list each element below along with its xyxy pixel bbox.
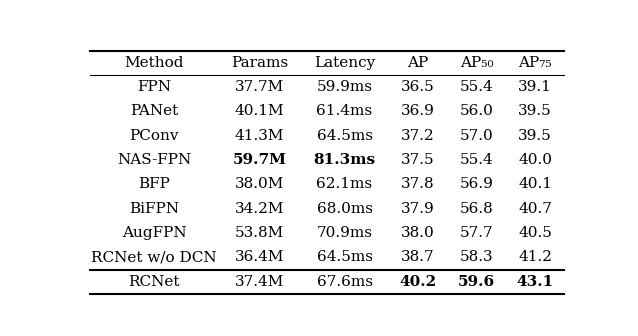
Text: 40.2: 40.2 <box>399 275 436 289</box>
Text: PConv: PConv <box>130 129 179 143</box>
Text: FPN: FPN <box>137 80 171 94</box>
Text: 37.8: 37.8 <box>401 177 434 192</box>
Text: 40.5: 40.5 <box>518 226 552 240</box>
Text: AP₅₀: AP₅₀ <box>459 56 493 70</box>
Text: 59.9ms: 59.9ms <box>316 80 373 94</box>
Text: RCNet w/o DCN: RCNet w/o DCN <box>91 250 217 264</box>
Text: 67.6ms: 67.6ms <box>316 275 373 289</box>
Text: 55.4: 55.4 <box>459 80 493 94</box>
Text: 39.5: 39.5 <box>518 104 552 119</box>
Text: 64.5ms: 64.5ms <box>316 129 373 143</box>
Text: 59.7M: 59.7M <box>233 153 286 167</box>
Text: 57.0: 57.0 <box>459 129 493 143</box>
Text: 43.1: 43.1 <box>516 275 554 289</box>
Text: 37.4M: 37.4M <box>235 275 285 289</box>
Text: 40.1M: 40.1M <box>235 104 285 119</box>
Text: 70.9ms: 70.9ms <box>316 226 373 240</box>
Text: 37.5: 37.5 <box>401 153 434 167</box>
Text: 56.8: 56.8 <box>459 202 493 216</box>
Text: AP: AP <box>407 56 429 70</box>
Text: Latency: Latency <box>314 56 375 70</box>
Text: 36.5: 36.5 <box>401 80 434 94</box>
Text: 40.0: 40.0 <box>518 153 552 167</box>
Text: 57.7: 57.7 <box>459 226 493 240</box>
Text: 37.2: 37.2 <box>401 129 434 143</box>
Text: BFP: BFP <box>138 177 170 192</box>
Text: 61.4ms: 61.4ms <box>316 104 373 119</box>
Text: 39.1: 39.1 <box>518 80 552 94</box>
Text: AugFPN: AugFPN <box>122 226 186 240</box>
Text: 56.9: 56.9 <box>459 177 493 192</box>
Text: 55.4: 55.4 <box>459 153 493 167</box>
Text: 34.2M: 34.2M <box>235 202 285 216</box>
Text: 38.0M: 38.0M <box>235 177 285 192</box>
Text: 36.9: 36.9 <box>401 104 434 119</box>
Text: 81.3ms: 81.3ms <box>313 153 376 167</box>
Text: 39.5: 39.5 <box>518 129 552 143</box>
Text: 68.0ms: 68.0ms <box>316 202 373 216</box>
Text: AP₇₅: AP₇₅ <box>518 56 552 70</box>
Text: 62.1ms: 62.1ms <box>316 177 373 192</box>
Text: 58.3: 58.3 <box>459 250 493 264</box>
Text: 41.3M: 41.3M <box>235 129 285 143</box>
Text: PANet: PANet <box>130 104 178 119</box>
Text: 37.7M: 37.7M <box>235 80 284 94</box>
Text: 37.9: 37.9 <box>401 202 434 216</box>
Text: 59.6: 59.6 <box>458 275 495 289</box>
Text: 40.1: 40.1 <box>518 177 552 192</box>
Text: 56.0: 56.0 <box>459 104 493 119</box>
Text: 36.4M: 36.4M <box>235 250 285 264</box>
Text: 53.8M: 53.8M <box>235 226 284 240</box>
Text: 40.7: 40.7 <box>518 202 552 216</box>
Text: 41.2: 41.2 <box>518 250 552 264</box>
Text: 38.0: 38.0 <box>401 226 434 240</box>
Text: 38.7: 38.7 <box>401 250 434 264</box>
Text: BiFPN: BiFPN <box>129 202 179 216</box>
Text: Params: Params <box>231 56 288 70</box>
Text: Method: Method <box>124 56 184 70</box>
Text: NAS-FPN: NAS-FPN <box>117 153 191 167</box>
Text: RCNet: RCNet <box>128 275 180 289</box>
Text: 64.5ms: 64.5ms <box>316 250 373 264</box>
